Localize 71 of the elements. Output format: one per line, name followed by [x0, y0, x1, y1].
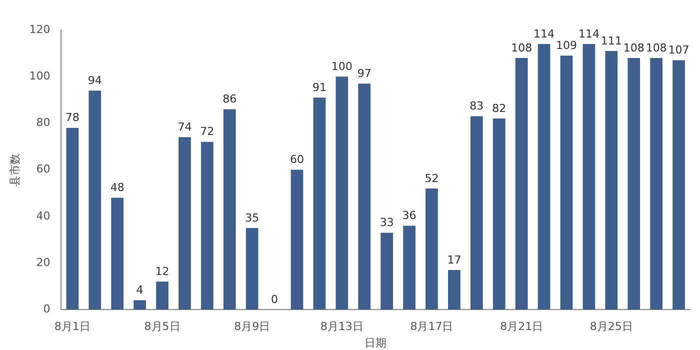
data-label: 97 — [357, 66, 372, 80]
bar — [111, 198, 124, 310]
data-label: 109 — [556, 38, 577, 52]
data-label: 72 — [200, 125, 214, 138]
data-label: 4 — [136, 284, 144, 297]
bar — [358, 84, 371, 310]
bar — [223, 109, 236, 310]
data-label: 35 — [245, 211, 260, 224]
data-label: 36 — [402, 209, 416, 222]
bar — [426, 188, 438, 310]
data-label: 111 — [600, 34, 622, 48]
bar — [470, 116, 483, 310]
bar — [672, 60, 685, 310]
x-tick-label: 8月13日 — [320, 320, 364, 334]
bar — [88, 90, 102, 310]
data-label: 108 — [646, 41, 667, 54]
x-axis-title: 日期 — [364, 336, 387, 350]
data-label: 17 — [447, 253, 462, 266]
data-label: 60 — [290, 153, 304, 166]
data-label: 12 — [155, 265, 170, 278]
data-label: 52 — [424, 172, 439, 185]
data-label: 74 — [178, 120, 192, 134]
data-label: 108 — [511, 41, 532, 54]
bar — [290, 170, 304, 310]
data-label: 0 — [271, 292, 278, 306]
data-label: 114 — [534, 27, 555, 40]
bar — [134, 300, 146, 310]
data-label: 83 — [470, 100, 484, 113]
bar — [650, 58, 662, 310]
data-label: 114 — [578, 27, 600, 40]
y-axis-title: 县市数 — [8, 153, 22, 186]
bar — [200, 142, 214, 310]
data-label: 33 — [380, 216, 394, 230]
data-label: 94 — [88, 74, 102, 87]
bar — [538, 44, 550, 310]
data-label: 78 — [65, 111, 80, 124]
bar — [515, 58, 528, 310]
data-label: 91 — [312, 80, 326, 94]
x-tick-label: 8月21日 — [500, 320, 544, 334]
x-tick-label: 8月17日 — [410, 320, 454, 334]
bar — [313, 98, 326, 310]
data-label: 86 — [222, 92, 237, 106]
y-tick-label: 20 — [36, 256, 50, 269]
y-tick-label: 60 — [36, 162, 50, 176]
y-tick-label: 120 — [29, 22, 50, 36]
data-label: 82 — [492, 102, 506, 115]
bar — [66, 128, 79, 310]
bar — [448, 270, 460, 310]
bar — [156, 282, 168, 310]
x-tick-label: 8月25日 — [590, 320, 633, 334]
bar — [628, 58, 640, 310]
bar — [380, 232, 393, 310]
x-tick-label: 8月9日 — [234, 320, 270, 334]
bar — [403, 226, 416, 310]
bar — [582, 44, 596, 310]
bar — [560, 56, 573, 310]
data-label: 48 — [110, 181, 124, 194]
bar — [246, 228, 258, 310]
data-label: 108 — [623, 41, 644, 54]
y-tick-label: 100 — [29, 69, 50, 82]
bar — [492, 118, 506, 310]
y-tick-label: 0 — [43, 302, 50, 316]
bar — [178, 137, 191, 310]
bar — [605, 50, 618, 310]
x-tick-label: 8月1日 — [54, 320, 90, 334]
data-label: 107 — [668, 44, 690, 57]
y-tick-label: 40 — [36, 209, 50, 222]
y-tick-label: 80 — [36, 116, 50, 130]
x-tick-label: 8月5日 — [144, 320, 180, 334]
data-label: 100 — [331, 60, 352, 73]
bar — [336, 76, 348, 310]
